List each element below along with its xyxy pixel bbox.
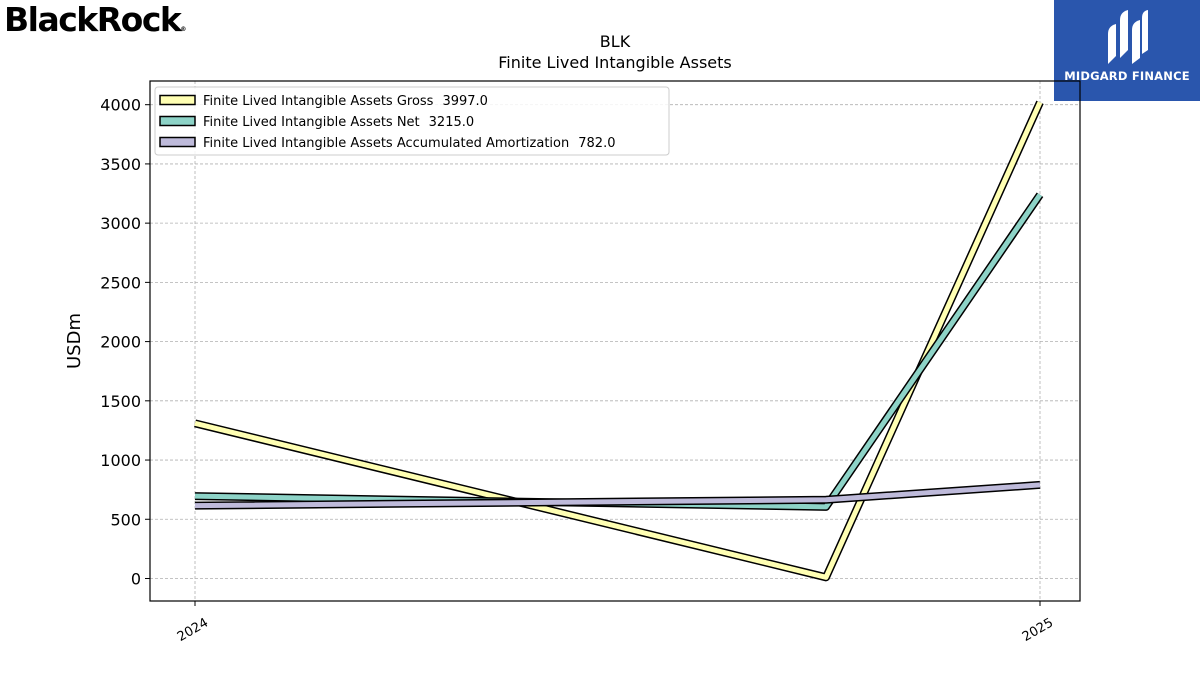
legend-label-3: Finite Lived Intangible Assets Accumulat…	[203, 136, 615, 151]
legend-label-2: Finite Lived Intangible Assets Net 3215.0	[203, 115, 474, 130]
y-tick-label: 2000	[100, 333, 141, 352]
plot-frame	[149, 80, 1081, 602]
midgard-finance-wordmark: MIDGARD FINANCE	[1064, 69, 1190, 83]
y-axis-label: USDm	[64, 313, 85, 369]
legend-series-value: 3997.0	[442, 94, 488, 109]
y-tick-label: 3500	[100, 155, 141, 174]
legend-box	[154, 86, 670, 156]
y-tick-label: 2500	[100, 273, 141, 292]
series-line-3	[194, 482, 1041, 509]
x-axis: 2024 2025	[175, 601, 1056, 645]
legend-series-value: 3215.0	[429, 115, 475, 130]
x-tick-label: 2024	[175, 615, 211, 645]
y-tick-label: 3000	[100, 214, 141, 233]
chart-title: BLK	[599, 32, 631, 51]
chart-subtitle: Finite Lived Intangible Assets	[498, 53, 732, 72]
blackrock-logo: BlackRock®	[4, 0, 187, 39]
y-tick-label: 1000	[100, 451, 141, 470]
legend-label-1: Finite Lived Intangible Assets Gross 3997…	[203, 94, 488, 109]
series-line-1	[194, 101, 1043, 580]
legend-swatch-3	[159, 136, 196, 148]
y-axis: 0 500 1000 1500 2000 2500 3000 3500 4000	[100, 96, 150, 588]
legend: Finite Lived Intangible Assets Gross 3997…	[154, 86, 670, 156]
midgard-logo-icon	[1108, 10, 1148, 64]
legend-series-name: Finite Lived Intangible Assets Accumulat…	[203, 136, 569, 151]
midgard-finance-logo: MIDGARD FINANCE	[1054, 0, 1200, 101]
y-tick-label: 0	[131, 569, 141, 588]
series-lines	[194, 100, 1044, 582]
legend-swatch-2	[159, 115, 196, 127]
y-tick-label: 4000	[100, 96, 141, 115]
legend-series-value: 782.0	[578, 136, 615, 151]
x-tick-label: 2025	[1020, 615, 1056, 645]
y-tick-label: 500	[110, 510, 141, 529]
legend-series-name: Finite Lived Intangible Assets Net	[203, 115, 420, 130]
legend-swatch-1	[159, 94, 196, 106]
legend-series-name: Finite Lived Intangible Assets Gross	[203, 94, 434, 109]
y-tick-label: 1500	[100, 392, 141, 411]
